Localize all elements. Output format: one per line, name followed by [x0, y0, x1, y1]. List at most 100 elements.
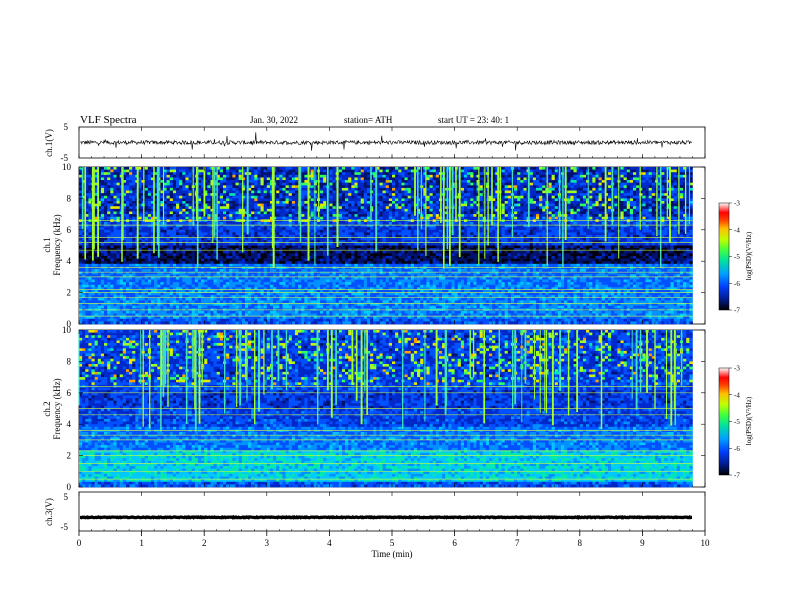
- spectrogram-cell: [648, 211, 653, 215]
- spectrogram-cell: [579, 219, 584, 223]
- spectrogram-cell: [251, 198, 255, 202]
- spectrogram-cell: [501, 216, 505, 220]
- spectrogram-cell: [122, 187, 127, 191]
- spectrogram-cell: [235, 187, 239, 191]
- spectrogram-cell: [279, 174, 283, 178]
- spectrogram-cell: [573, 177, 577, 181]
- spectrogram-cell: [129, 206, 133, 210]
- spectrogram-cell: [385, 190, 390, 194]
- spectrogram-cell: [426, 174, 430, 178]
- spectrogram-cell: [532, 198, 537, 202]
- spectrogram-cell: [432, 224, 437, 228]
- spectrogram-cell: [601, 167, 606, 170]
- spectrogram-cell: [504, 221, 509, 225]
- spectrogram-cell: [379, 206, 383, 210]
- spectrogram-cell: [626, 167, 631, 170]
- spectrogram-cell: [235, 177, 239, 181]
- spectrogram-cell: [401, 187, 405, 191]
- spectrogram-cell: [100, 182, 105, 186]
- spectrogram-cell: [201, 193, 205, 197]
- spectrogram-cell: [385, 193, 390, 197]
- spectrogram-cell: [404, 182, 408, 186]
- spectrogram-cell: [686, 229, 690, 233]
- spectrogram-cell: [338, 208, 343, 212]
- spectrogram-cell: [154, 206, 158, 210]
- spectrogram-cell: [244, 214, 249, 218]
- spectrogram-cell: [651, 211, 656, 215]
- spectrogram-cell: [279, 206, 283, 210]
- spectrogram-cell: [345, 174, 349, 178]
- spectrogram-cell: [576, 211, 581, 215]
- spectrogram-cell: [467, 203, 471, 207]
- spectrogram-cell: [357, 203, 361, 207]
- spectrogram-cell: [535, 208, 540, 212]
- spectrogram-cell: [226, 185, 230, 189]
- spectrogram-cell: [85, 190, 89, 194]
- spectrogram-cell: [492, 174, 496, 178]
- spectrogram-cell: [542, 201, 546, 204]
- spectrogram-cell: [185, 169, 189, 173]
- spectrogram-cell: [673, 169, 678, 173]
- spectrogram-cell: [110, 182, 114, 186]
- spectrogram-cell: [642, 167, 646, 170]
- spectrogram-cell: [129, 187, 133, 191]
- spectrogram-cell: [226, 227, 230, 231]
- spectrogram-cell: [573, 190, 577, 194]
- spectrogram-cell: [266, 198, 271, 202]
- spectrogram-cell: [595, 211, 599, 215]
- spectrogram-cell: [310, 174, 315, 178]
- spectrogram-cell: [107, 214, 111, 218]
- spectrogram-cell: [542, 193, 546, 197]
- spectrogram-cell: [595, 221, 599, 225]
- spectrogram-cell: [85, 211, 89, 215]
- spectrogram-cell: [269, 193, 274, 197]
- spectrogram-cell: [492, 206, 496, 210]
- spectrogram-cell: [539, 172, 543, 176]
- spectrogram-cell: [417, 169, 421, 173]
- spectrogram-cell: [304, 224, 308, 228]
- spectrogram-cell: [132, 214, 136, 218]
- spectrogram-cell: [598, 203, 603, 207]
- spectrogram-cell: [385, 206, 390, 210]
- spectrogram-cell: [310, 219, 315, 223]
- spectrogram-cell: [376, 219, 380, 223]
- spectrogram-cell: [520, 180, 524, 183]
- spectrogram-cell: [392, 190, 396, 194]
- spectrogram-cell: [147, 182, 152, 186]
- spectrogram-cell: [332, 193, 336, 197]
- spectrogram-cell: [576, 208, 581, 212]
- spectrogram-cell: [254, 229, 258, 233]
- spectrogram-cell: [542, 211, 546, 215]
- spectrogram-cell: [379, 203, 383, 207]
- spectrogram-cell: [664, 182, 668, 186]
- spectrogram-cell: [423, 172, 427, 176]
- spectrogram-cell: [235, 201, 239, 204]
- spectrogram-cell: [435, 187, 440, 191]
- spectrogram-cell: [273, 232, 277, 236]
- spectrogram-cell: [197, 201, 202, 204]
- spectrogram-cell: [401, 193, 405, 197]
- spectrogram-cell: [235, 180, 239, 183]
- spectrogram-cell: [313, 195, 318, 199]
- spectrogram-cell: [169, 214, 174, 218]
- spectrogram-cell: [633, 208, 637, 212]
- spectrogram-cell: [132, 203, 136, 207]
- spectrogram-cell: [592, 206, 596, 210]
- spectrogram-cell: [495, 201, 499, 204]
- spectrogram-cell: [276, 185, 280, 189]
- spectrogram-cell: [495, 180, 499, 183]
- spectrogram-cell: [132, 216, 136, 220]
- spectrogram-cell: [138, 169, 142, 173]
- spectrogram-cell: [598, 190, 603, 194]
- spectrogram-cell: [82, 211, 86, 215]
- spectrogram-cell: [664, 224, 668, 228]
- spectrogram-cell: [551, 221, 556, 225]
- spectrogram-cell: [169, 221, 174, 225]
- spectrogram-cell: [197, 227, 202, 231]
- spectrogram-cell: [132, 185, 136, 189]
- spectrogram-cell: [207, 216, 211, 220]
- spectrogram-cell: [248, 174, 252, 178]
- spectrogram-cell: [232, 198, 236, 202]
- spectrogram-cell: [423, 167, 427, 170]
- spectrogram-cell: [507, 174, 512, 178]
